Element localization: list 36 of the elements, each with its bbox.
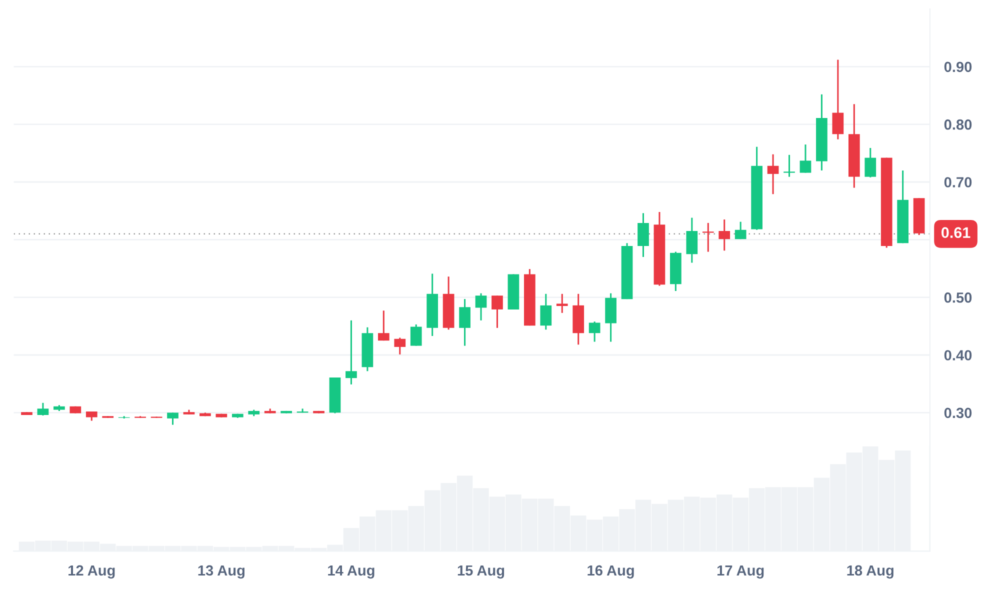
candlestick — [832, 58, 844, 140]
y-tick-label: 0.30 — [944, 408, 972, 418]
candlestick — [638, 212, 649, 258]
y-tick-label: 0.40 — [944, 350, 972, 360]
candlestick — [734, 221, 746, 240]
x-tick-label: 17 Aug — [717, 565, 764, 579]
candlestick — [686, 216, 698, 264]
candlestick — [167, 412, 178, 426]
ref-line-label: 0.61 — [942, 227, 970, 238]
y-tick-label: 0.50 — [944, 292, 972, 303]
y-tick-label: 0.80 — [944, 119, 972, 130]
candlestick — [410, 324, 422, 347]
candlestick — [556, 293, 568, 314]
candlestick — [492, 294, 503, 329]
candlestick — [378, 310, 390, 342]
x-tick-label: 18 Aug — [847, 565, 894, 579]
candlestick — [394, 336, 406, 356]
candlestick — [346, 320, 357, 386]
candlestick — [588, 320, 600, 343]
x-tick-label: 13 Aug — [198, 565, 244, 579]
candlestick — [540, 293, 552, 330]
x-tick-label: 16 Aug — [588, 565, 634, 579]
candlestick — [784, 154, 795, 178]
candlestick — [864, 147, 876, 178]
candlestick — [800, 144, 812, 174]
candlestick — [767, 154, 779, 195]
x-tick-label: 12 Aug — [68, 565, 115, 579]
y-tick-label: 0.90 — [944, 62, 972, 72]
candlestick — [718, 218, 730, 252]
candlestick — [459, 298, 470, 347]
x-tick-label: 15 Aug — [458, 565, 504, 579]
y-tick-label: 0.70 — [944, 177, 972, 188]
candlestick — [37, 402, 49, 416]
candlestick — [86, 410, 98, 422]
x-tick-label: 14 Aug — [328, 565, 374, 579]
candlestick — [475, 292, 487, 322]
